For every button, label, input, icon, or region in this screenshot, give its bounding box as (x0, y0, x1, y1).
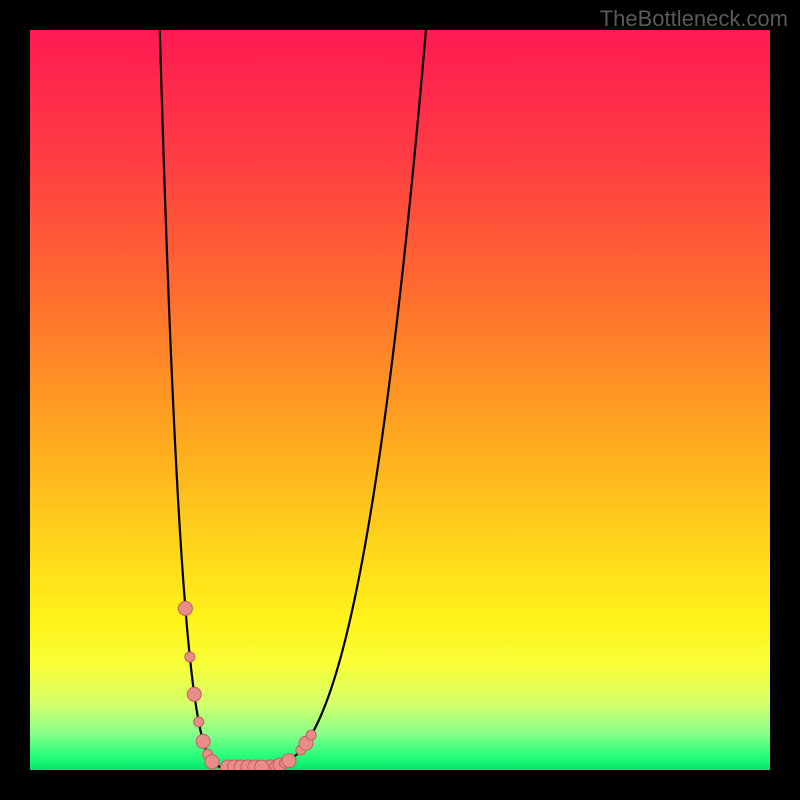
data-marker (185, 652, 195, 662)
chart-frame: TheBottleneck.com (0, 0, 800, 800)
chart-svg (0, 0, 800, 800)
data-marker (255, 760, 269, 774)
data-marker (306, 730, 316, 740)
data-marker (178, 601, 192, 615)
data-marker (194, 717, 204, 727)
data-marker (205, 755, 219, 769)
gradient-background (30, 30, 770, 770)
data-marker (196, 734, 210, 748)
watermark-text: TheBottleneck.com (600, 6, 788, 32)
data-marker (187, 687, 201, 701)
data-marker (282, 754, 296, 768)
